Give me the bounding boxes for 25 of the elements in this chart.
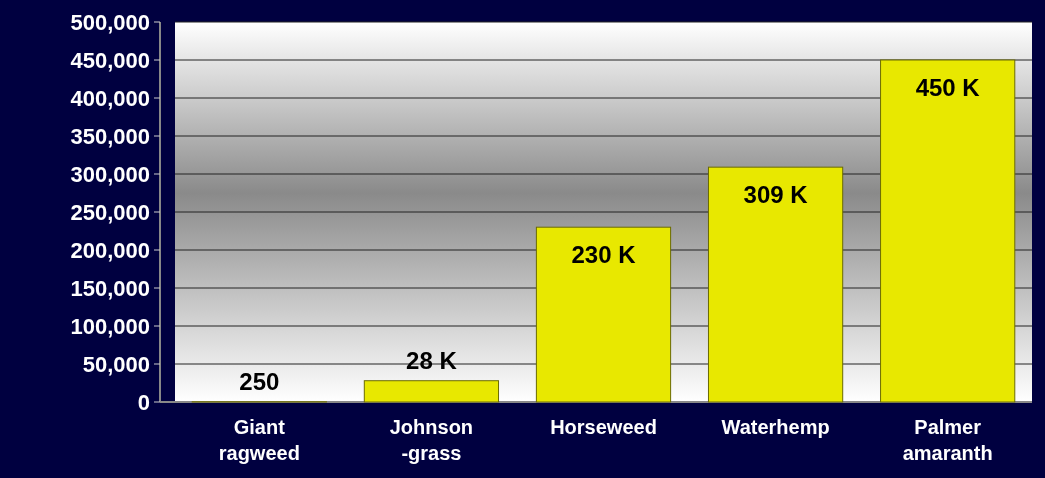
y-tick-label: 350,000 <box>70 123 150 149</box>
x-tick-label: Horseweed <box>550 416 657 438</box>
y-tick-label: 400,000 <box>70 85 150 111</box>
x-tick-label: Johnson -grass <box>389 416 474 464</box>
y-tick-label: 300,000 <box>70 161 150 187</box>
data-label: 230 K <box>571 241 637 269</box>
y-tick-label: 450,000 <box>70 47 150 73</box>
bar <box>535 226 672 403</box>
data-label: 309 K <box>743 181 809 209</box>
y-tick-label: 200,000 <box>70 237 150 263</box>
bar <box>707 166 844 403</box>
x-tick-label: Giant ragweed <box>218 416 300 464</box>
y-tick-label: 150,000 <box>70 275 150 301</box>
data-label: 28 K <box>406 346 458 374</box>
y-tick-label: 250,000 <box>70 199 150 225</box>
data-label: 450 K <box>915 74 981 101</box>
y-tick-label: 50,000 <box>82 351 150 377</box>
x-tick-label: Waterhemp <box>721 416 830 438</box>
bar <box>363 380 500 403</box>
y-tick-label: 0 <box>137 389 150 415</box>
bar <box>880 59 1016 403</box>
x-tick-label: Palmer amaranth <box>902 416 993 464</box>
y-tick-label: 100,000 <box>70 313 150 339</box>
y-tick-label: 500,000 <box>70 9 150 35</box>
data-label: 250 <box>239 367 280 395</box>
